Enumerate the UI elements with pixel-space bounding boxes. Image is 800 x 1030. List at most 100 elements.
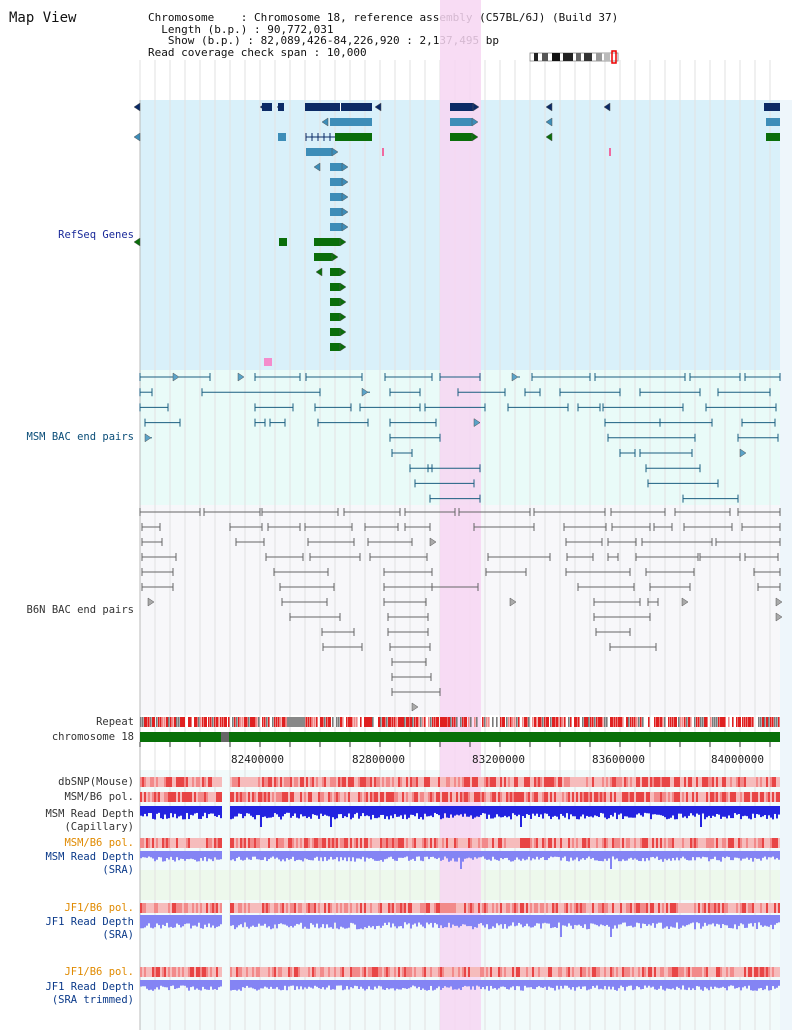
read-depth-bar xyxy=(538,980,540,987)
read-depth-bar xyxy=(358,806,360,819)
read-depth-bar xyxy=(598,851,600,862)
polymorphism-density-cell xyxy=(442,967,444,977)
polymorphism-density-cell xyxy=(476,967,478,977)
polymorphism-density-cell xyxy=(354,967,356,977)
polymorphism-density-cell xyxy=(524,838,526,848)
read-depth-bar xyxy=(596,851,598,861)
snp-density-cell xyxy=(418,777,420,787)
polymorphism-density-cell xyxy=(258,838,260,848)
read-depth-bar xyxy=(232,915,234,926)
read-depth-bar xyxy=(398,980,400,990)
track-label-msm-depth-capillary-sub: (Capillary) xyxy=(64,821,134,833)
snp-density-cell xyxy=(608,777,610,787)
track-label-refseq[interactable]: RefSeq Genes xyxy=(58,229,134,241)
read-depth-bar xyxy=(750,851,752,859)
polymorphism-density-cell xyxy=(308,903,310,913)
read-depth-bar xyxy=(396,980,398,989)
repeat-element xyxy=(312,717,314,727)
snp-density-cell xyxy=(540,777,542,787)
polymorphism-density-cell xyxy=(646,903,648,913)
read-depth-bar xyxy=(402,806,404,819)
polymorphism-density-cell xyxy=(534,792,536,802)
read-depth-bar xyxy=(662,915,664,929)
polymorphism-density-cell xyxy=(234,967,236,977)
polymorphism-density-cell xyxy=(256,792,258,802)
read-depth-bar xyxy=(394,851,396,861)
track-label-b6n-bac[interactable]: B6N BAC end pairs xyxy=(26,604,134,616)
snp-density-cell xyxy=(634,777,636,787)
polymorphism-density-cell xyxy=(558,903,560,913)
track-label-msm-bac[interactable]: MSM BAC end pairs xyxy=(26,431,134,443)
polymorphism-density-cell xyxy=(408,838,410,848)
read-depth-bar xyxy=(354,980,356,986)
repeat-element xyxy=(662,717,664,727)
polymorphism-density-cell xyxy=(318,967,320,977)
read-depth-bar xyxy=(618,851,620,862)
polymorphism-density-cell xyxy=(480,792,482,802)
read-depth-bar xyxy=(658,806,660,815)
read-depth-bar xyxy=(202,980,204,987)
polymorphism-density-cell xyxy=(420,792,422,802)
read-depth-bar xyxy=(158,851,160,858)
repeat-element xyxy=(672,717,674,727)
read-depth-bar xyxy=(300,980,302,987)
read-depth-bar xyxy=(252,980,254,989)
read-depth-bar xyxy=(196,806,198,813)
polymorphism-density-cell xyxy=(690,838,692,848)
read-depth-bar xyxy=(158,980,160,990)
snp-density-cell xyxy=(674,777,676,787)
polymorphism-density-cell xyxy=(530,838,532,848)
polymorphism-density-cell xyxy=(686,838,688,848)
polymorphism-density-cell xyxy=(560,792,562,802)
polymorphism-density-cell xyxy=(256,903,258,913)
polymorphism-density-cell xyxy=(538,838,540,848)
read-depth-bar xyxy=(762,915,764,927)
polymorphism-density-cell xyxy=(408,903,410,913)
polymorphism-density-cell xyxy=(404,792,406,802)
read-depth-bar xyxy=(220,851,222,860)
read-depth-bar xyxy=(216,980,218,990)
read-depth-bar xyxy=(182,806,184,820)
read-depth-bar xyxy=(744,915,746,928)
read-depth-bar xyxy=(396,915,398,929)
repeat-element xyxy=(632,717,634,727)
axis-tick-label: 83600000 xyxy=(592,753,645,766)
axis-tick-label: 83200000 xyxy=(472,753,525,766)
read-depth-bar xyxy=(450,806,452,815)
polymorphism-density-cell xyxy=(566,792,568,802)
snp-density-cell xyxy=(436,777,438,787)
polymorphism-density-cell xyxy=(400,838,402,848)
read-depth-bar xyxy=(512,806,514,814)
repeat-element xyxy=(534,717,537,727)
polymorphism-density-cell xyxy=(620,967,622,977)
read-depth-bar xyxy=(334,980,336,990)
snp-density-cell xyxy=(316,777,318,787)
polymorphism-density-cell xyxy=(614,967,616,977)
read-depth-bar xyxy=(726,806,728,819)
read-depth-bar xyxy=(418,806,420,819)
polymorphism-density-cell xyxy=(172,792,174,802)
repeat-element xyxy=(208,717,210,727)
read-depth-bar xyxy=(594,806,596,816)
read-depth-bar xyxy=(614,851,616,860)
repeat-element xyxy=(628,717,630,727)
polymorphism-density-cell xyxy=(546,792,548,802)
polymorphism-density-cell xyxy=(450,792,452,802)
read-depth-bar xyxy=(408,980,410,989)
polymorphism-density-cell xyxy=(168,903,170,913)
read-depth-bar xyxy=(314,980,316,986)
polymorphism-density-cell xyxy=(260,903,262,913)
read-depth-bar xyxy=(568,851,570,862)
repeat-element xyxy=(694,717,696,727)
read-depth-bar xyxy=(264,915,266,924)
polymorphism-density-cell xyxy=(558,792,560,802)
read-depth-bar xyxy=(206,806,208,819)
read-depth-bar xyxy=(606,806,608,820)
polymorphism-density-cell xyxy=(494,792,496,802)
read-depth-bar xyxy=(716,915,718,924)
read-depth-bar xyxy=(502,851,504,860)
read-depth-bar xyxy=(220,806,222,819)
read-depth-bar xyxy=(688,980,690,988)
snp-density-cell xyxy=(582,777,584,787)
